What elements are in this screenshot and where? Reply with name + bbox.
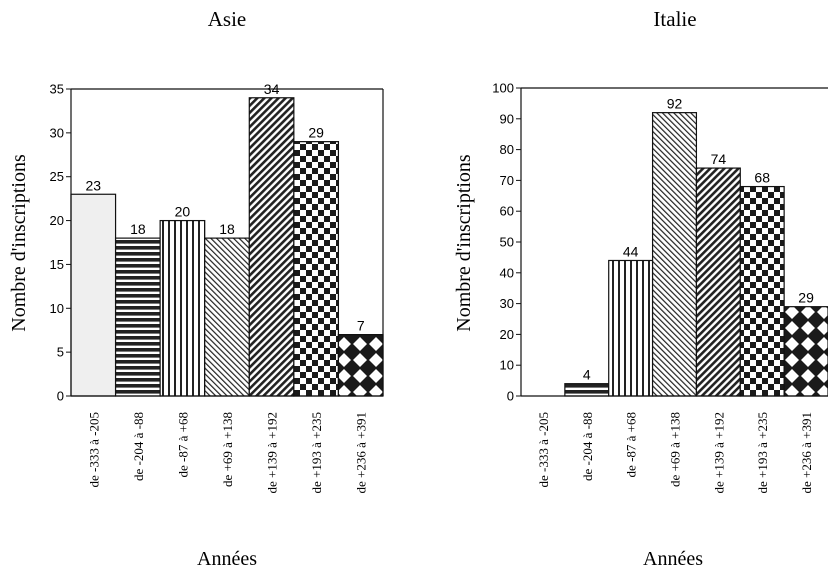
y-tick-label: 30 — [50, 125, 64, 140]
y-tick-label: 90 — [500, 111, 514, 126]
x-tick-label: de -333 à -205 — [536, 412, 551, 487]
y-axis-label: Nombre d'inscriptions — [453, 154, 475, 332]
bar — [293, 141, 340, 397]
x-axis-label: Années — [197, 548, 257, 570]
y-tick-label: 25 — [50, 169, 64, 184]
bar — [695, 167, 741, 397]
chart-title: Italie — [653, 7, 696, 31]
x-tick-label: de +193 à +235 — [309, 412, 324, 493]
bar — [114, 237, 161, 397]
y-tick-label: 10 — [500, 358, 514, 373]
data-label: 23 — [85, 177, 101, 193]
chart-asie: Asie Nombre d'inscriptions Années 23 de -333… — [8, 7, 384, 570]
data-label: 44 — [623, 243, 639, 259]
x-tick-label: de +193 à +235 — [755, 412, 770, 493]
y-tick-label: 5 — [57, 345, 64, 360]
x-tick-label: de -87 à +68 — [624, 412, 639, 477]
x-tick-label: de +236 à +391 — [354, 412, 369, 493]
chart-italie: Italie Nombre d'inscriptions Années de -333… — [453, 7, 828, 570]
y-tick-label: 80 — [500, 142, 514, 157]
data-label: 20 — [175, 204, 191, 220]
x-axis-label: Années — [643, 548, 703, 570]
data-label: 29 — [798, 290, 814, 306]
y-tick-label: 35 — [50, 82, 64, 97]
data-label: 18 — [219, 221, 235, 237]
y-tick-label: 70 — [500, 173, 514, 188]
x-tick-label: de -87 à +68 — [175, 412, 190, 477]
x-tick-label: de -204 à -88 — [131, 412, 146, 481]
x-tick-label: de +69 à +138 — [220, 412, 235, 487]
y-tick-label: 10 — [50, 301, 64, 316]
y-tick-label: 100 — [492, 81, 514, 96]
bar — [159, 219, 206, 397]
y-tick-label: 20 — [500, 327, 514, 342]
bar — [204, 237, 250, 397]
data-label: 18 — [130, 221, 146, 237]
y-tick-label: 15 — [50, 257, 64, 272]
x-tick-label: de +139 à +192 — [265, 412, 280, 493]
x-tick-label: de +236 à +391 — [799, 412, 814, 493]
y-tick-label: 60 — [500, 204, 514, 219]
bar — [564, 383, 610, 397]
bar — [739, 185, 785, 397]
y-axis-label: Nombre d'inscriptions — [8, 154, 30, 332]
x-tick-label: de -333 à -205 — [86, 412, 101, 487]
data-label: 68 — [754, 170, 770, 186]
y-tick-label: 30 — [500, 296, 514, 311]
bar — [337, 334, 384, 397]
bar — [70, 193, 117, 397]
data-label: 7 — [357, 318, 365, 334]
bar — [651, 112, 698, 397]
y-tick-label: 50 — [500, 235, 514, 250]
x-tick-label: de -204 à -88 — [580, 412, 595, 481]
data-label: 74 — [711, 151, 727, 167]
bar — [608, 259, 654, 397]
bar — [783, 306, 828, 397]
y-tick-label: 40 — [500, 265, 514, 280]
data-label: 92 — [667, 96, 683, 112]
data-label: 29 — [308, 125, 324, 141]
bar — [248, 97, 295, 397]
x-tick-label: de +139 à +192 — [711, 412, 726, 493]
y-tick-label: 0 — [57, 389, 64, 404]
chart-title: Asie — [208, 7, 247, 31]
y-tick-label: 20 — [50, 213, 64, 228]
y-tick-label: 0 — [507, 389, 514, 404]
data-label: 4 — [583, 367, 591, 383]
x-tick-label: de +69 à +138 — [668, 412, 683, 487]
